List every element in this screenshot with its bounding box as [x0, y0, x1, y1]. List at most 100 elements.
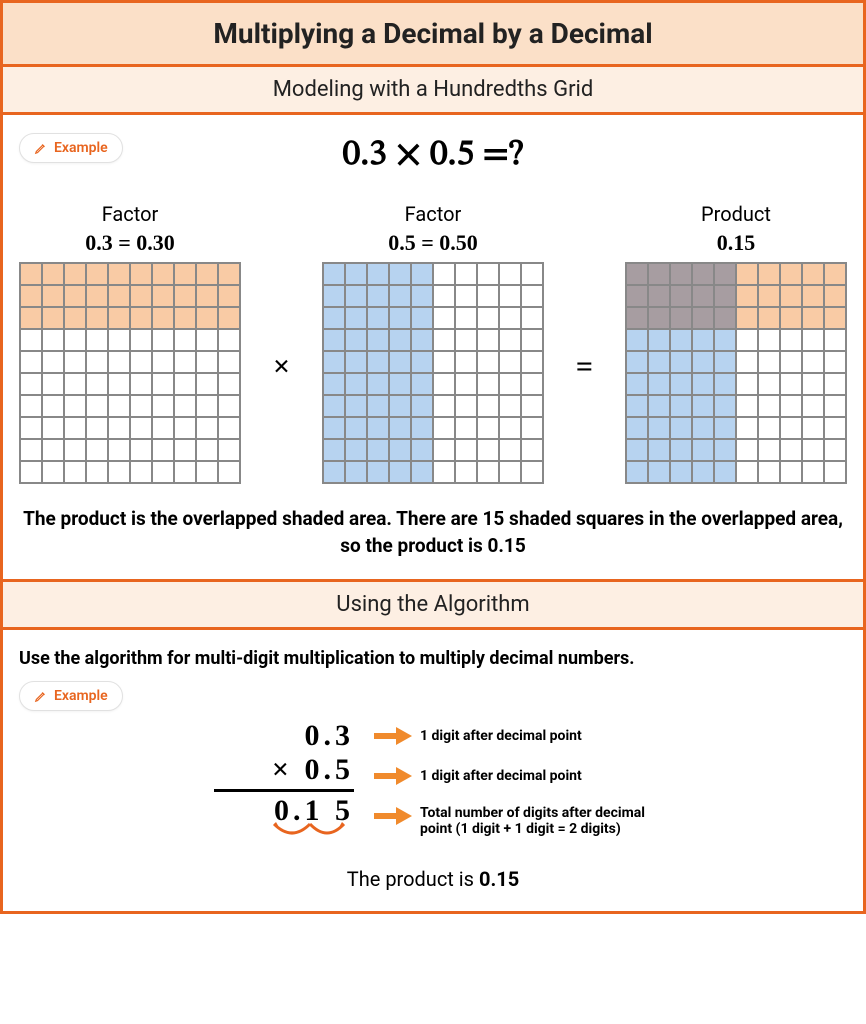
grid-cell — [670, 351, 692, 373]
value-product: 0.15 — [625, 230, 847, 256]
grid-cell — [152, 285, 174, 307]
grid-cell — [42, 263, 64, 285]
grid-cell — [64, 351, 86, 373]
grid-cell — [20, 461, 42, 483]
grid-cell — [626, 285, 648, 307]
grid-cell — [152, 395, 174, 417]
grid-cell — [174, 373, 196, 395]
grid-cell — [323, 351, 345, 373]
arrow-icon — [372, 725, 412, 747]
grid-cell — [64, 263, 86, 285]
grid-cell — [42, 307, 64, 329]
grid-cell — [824, 395, 846, 417]
grid-cell — [521, 395, 543, 417]
grid-cell — [455, 285, 477, 307]
grid-cell — [477, 373, 499, 395]
grid-cell — [20, 263, 42, 285]
grid-cell — [174, 351, 196, 373]
grid-cell — [521, 351, 543, 373]
grid-cell — [714, 263, 736, 285]
grid-cell — [824, 351, 846, 373]
grid-cell — [780, 439, 802, 461]
grid-cell — [692, 351, 714, 373]
grid-cell — [521, 373, 543, 395]
grid-cell — [499, 285, 521, 307]
grid-col-factor-b: Factor 0.5 = 0.50 — [322, 202, 544, 484]
grid-cell — [670, 285, 692, 307]
grid-cell — [692, 263, 714, 285]
grid-cell — [345, 417, 367, 439]
grid-cell — [411, 461, 433, 483]
grid-cell — [455, 263, 477, 285]
grid-col-product: Product 0.15 — [625, 202, 847, 484]
grid-cell — [323, 285, 345, 307]
grid-cell — [20, 307, 42, 329]
arrow-icon — [372, 805, 412, 827]
grid-cell — [130, 395, 152, 417]
algorithm-notes: 1 digit after decimal point 1 digit afte… — [372, 719, 652, 837]
grid-cell — [477, 263, 499, 285]
grid-cell — [736, 395, 758, 417]
grid-cell — [367, 395, 389, 417]
grid-cell — [323, 461, 345, 483]
grid-cell — [824, 373, 846, 395]
grid-cell — [736, 373, 758, 395]
grid-cell — [389, 373, 411, 395]
grid-cell — [626, 329, 648, 351]
grid-cell — [64, 373, 86, 395]
grid-cell — [626, 373, 648, 395]
grid-cell — [218, 373, 240, 395]
section-algorithm-title: Using the Algorithm — [3, 579, 863, 630]
grid-cell — [802, 351, 824, 373]
grid-cell — [218, 263, 240, 285]
grid-cell — [780, 461, 802, 483]
grid-cell — [455, 417, 477, 439]
grid-cell — [367, 351, 389, 373]
grid-cell — [670, 307, 692, 329]
grid-cell — [42, 373, 64, 395]
grid-cell — [692, 373, 714, 395]
grid-cell — [64, 417, 86, 439]
grid-cell — [455, 439, 477, 461]
example-label: Example — [54, 140, 108, 156]
grid-cell — [802, 307, 824, 329]
algorithm-intro: Use the algorithm for multi-digit multip… — [19, 648, 847, 669]
grid-cell — [20, 373, 42, 395]
grid-cell — [758, 439, 780, 461]
grid-cell — [86, 329, 108, 351]
grid-cell — [736, 417, 758, 439]
grid-cell — [367, 285, 389, 307]
grid-cell — [196, 351, 218, 373]
grid-cell — [758, 417, 780, 439]
grid-cell — [648, 285, 670, 307]
grid-cell — [714, 285, 736, 307]
grid-cell — [108, 263, 130, 285]
mult-line-2: × 0.5 — [214, 753, 354, 792]
operator-equals: = — [576, 302, 593, 384]
grid-cell — [780, 351, 802, 373]
example-badge: Example — [19, 133, 123, 163]
grid-cell — [521, 439, 543, 461]
grid-cell — [626, 461, 648, 483]
grid-cell — [218, 351, 240, 373]
grid-cell — [455, 329, 477, 351]
grid-cell — [323, 417, 345, 439]
grid-cell — [626, 417, 648, 439]
grid-cell — [692, 307, 714, 329]
grid-cell — [736, 439, 758, 461]
grid-cell — [626, 351, 648, 373]
grid-cell — [802, 461, 824, 483]
grid-cell — [433, 285, 455, 307]
grid-cell — [411, 439, 433, 461]
grid-cell — [345, 395, 367, 417]
grid-cell — [499, 307, 521, 329]
grid-cell — [174, 307, 196, 329]
pencil-icon — [34, 689, 48, 703]
grid-cell — [108, 395, 130, 417]
grid-cell — [389, 461, 411, 483]
grid-cell — [196, 395, 218, 417]
grid-cell — [86, 263, 108, 285]
grid-cell — [499, 461, 521, 483]
grid-cell — [758, 461, 780, 483]
grid-cell — [477, 285, 499, 307]
